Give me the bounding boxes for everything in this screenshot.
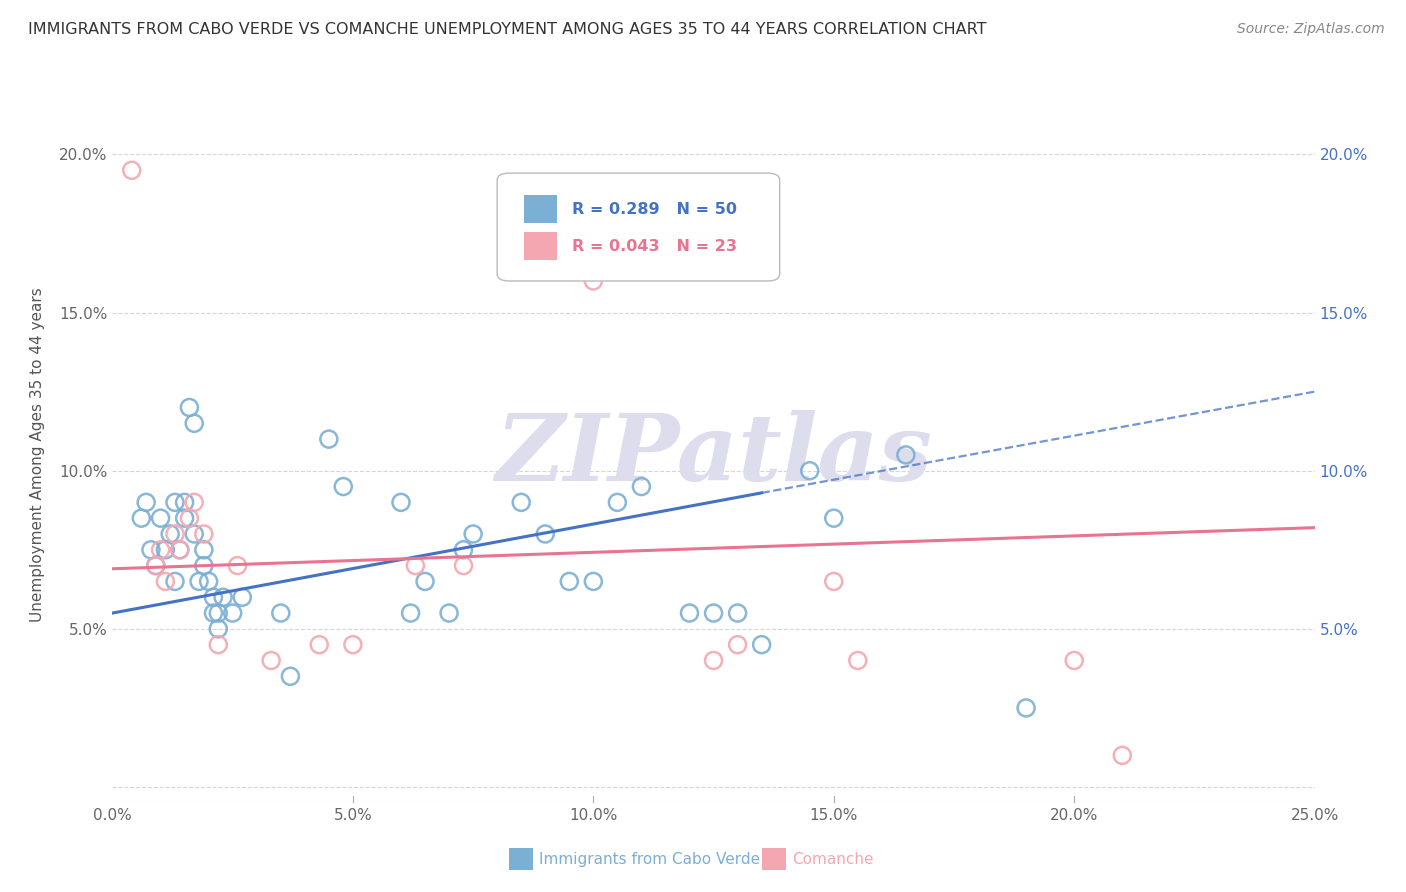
- Bar: [523, 194, 557, 222]
- Point: [173, 511, 195, 525]
- Point: [1015, 701, 1038, 715]
- Point: [510, 495, 533, 509]
- Point: [702, 653, 725, 667]
- Point: [193, 542, 215, 557]
- Point: [149, 542, 172, 557]
- Point: [163, 495, 186, 509]
- Point: [399, 606, 422, 620]
- Point: [846, 653, 869, 667]
- Point: [727, 606, 749, 620]
- Text: Source: ZipAtlas.com: Source: ZipAtlas.com: [1237, 22, 1385, 37]
- Bar: [762, 848, 786, 871]
- Point: [169, 542, 191, 557]
- Point: [799, 464, 821, 478]
- Bar: [509, 848, 533, 871]
- Bar: [523, 232, 557, 260]
- Point: [183, 527, 205, 541]
- Point: [727, 638, 749, 652]
- Point: [404, 558, 426, 573]
- Point: [183, 417, 205, 431]
- Point: [169, 542, 191, 557]
- Point: [453, 558, 475, 573]
- Point: [280, 669, 302, 683]
- Point: [163, 574, 186, 589]
- Point: [179, 511, 201, 525]
- Point: [231, 591, 253, 605]
- Point: [678, 606, 700, 620]
- FancyBboxPatch shape: [498, 173, 780, 281]
- Point: [342, 638, 364, 652]
- Point: [318, 432, 340, 446]
- Point: [453, 542, 475, 557]
- Point: [558, 574, 581, 589]
- Point: [823, 574, 845, 589]
- Point: [188, 574, 211, 589]
- Point: [202, 591, 225, 605]
- Point: [702, 606, 725, 620]
- Point: [332, 479, 354, 493]
- Point: [135, 495, 157, 509]
- Point: [606, 495, 628, 509]
- Text: Comanche: Comanche: [792, 852, 873, 867]
- Point: [145, 558, 167, 573]
- Point: [260, 653, 283, 667]
- Point: [437, 606, 460, 620]
- Text: ZIPatlas: ZIPatlas: [495, 410, 932, 500]
- Point: [823, 511, 845, 525]
- Point: [202, 606, 225, 620]
- Point: [197, 574, 219, 589]
- Point: [630, 479, 652, 493]
- Point: [193, 527, 215, 541]
- Point: [534, 527, 557, 541]
- Point: [139, 542, 162, 557]
- Point: [145, 558, 167, 573]
- Point: [226, 558, 249, 573]
- Point: [163, 527, 186, 541]
- Point: [270, 606, 292, 620]
- Point: [121, 163, 143, 178]
- Text: Immigrants from Cabo Verde: Immigrants from Cabo Verde: [540, 852, 761, 867]
- Point: [582, 274, 605, 288]
- Point: [389, 495, 412, 509]
- Point: [131, 511, 153, 525]
- Point: [193, 558, 215, 573]
- Y-axis label: Unemployment Among Ages 35 to 44 years: Unemployment Among Ages 35 to 44 years: [31, 287, 45, 623]
- Point: [212, 591, 235, 605]
- Point: [173, 495, 195, 509]
- Point: [207, 638, 229, 652]
- Point: [149, 511, 172, 525]
- Point: [894, 448, 917, 462]
- Point: [159, 527, 181, 541]
- Text: IMMIGRANTS FROM CABO VERDE VS COMANCHE UNEMPLOYMENT AMONG AGES 35 TO 44 YEARS CO: IMMIGRANTS FROM CABO VERDE VS COMANCHE U…: [28, 22, 987, 37]
- Point: [222, 606, 245, 620]
- Point: [1111, 748, 1133, 763]
- Point: [1063, 653, 1085, 667]
- Point: [751, 638, 773, 652]
- Point: [308, 638, 330, 652]
- Point: [155, 574, 177, 589]
- Point: [183, 495, 205, 509]
- Point: [413, 574, 436, 589]
- Point: [461, 527, 484, 541]
- Point: [179, 401, 201, 415]
- Point: [582, 574, 605, 589]
- Text: R = 0.043   N = 23: R = 0.043 N = 23: [572, 239, 737, 254]
- Point: [207, 606, 229, 620]
- Text: R = 0.289   N = 50: R = 0.289 N = 50: [572, 202, 737, 217]
- Point: [155, 542, 177, 557]
- Point: [207, 622, 229, 636]
